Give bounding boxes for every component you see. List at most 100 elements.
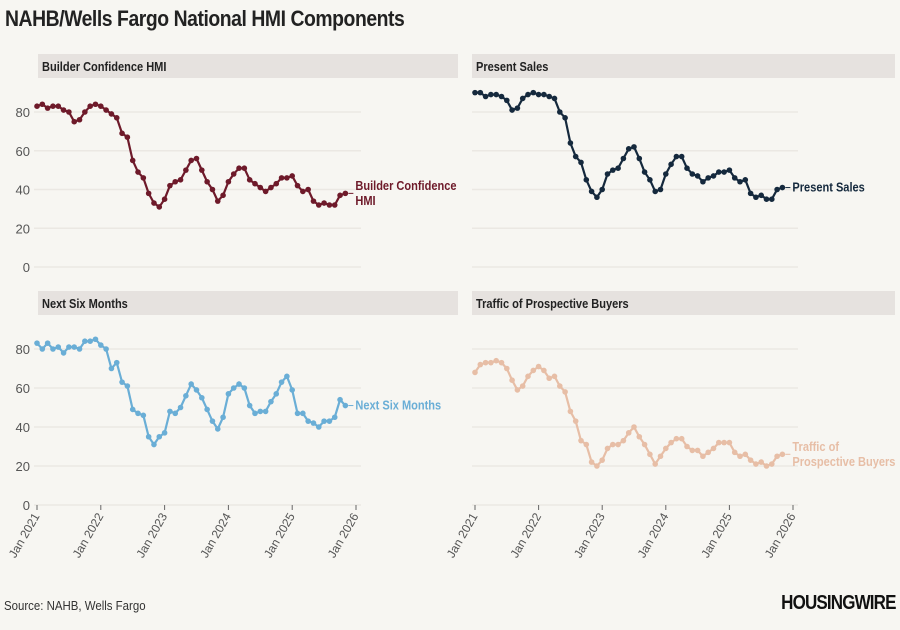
data-point xyxy=(50,346,56,352)
data-point xyxy=(731,449,738,456)
x-tick-label: Jan 2025 xyxy=(698,510,735,560)
data-point xyxy=(657,186,664,193)
y-tick-label: 0 xyxy=(23,260,30,275)
data-point xyxy=(315,202,322,208)
data-point xyxy=(103,107,109,113)
data-point xyxy=(684,443,690,450)
data-point xyxy=(652,461,658,467)
data-point xyxy=(567,408,574,415)
data-point xyxy=(257,184,264,191)
x-tick-label: Jan 2025 xyxy=(261,510,298,560)
data-point xyxy=(615,165,621,171)
x-tick-label: Jan 2023 xyxy=(133,510,170,560)
data-point xyxy=(177,404,184,411)
data-point xyxy=(477,361,484,368)
data-point xyxy=(588,459,595,465)
panel-0: Builder Confidence HMI 0 20 40 60 80 Builder C… xyxy=(16,54,458,275)
data-point xyxy=(225,178,232,185)
x-tick-label: Jan 2026 xyxy=(325,510,362,560)
data-point xyxy=(82,109,88,115)
data-point xyxy=(321,200,327,206)
data-point xyxy=(177,177,184,183)
panel-header-bar xyxy=(38,54,458,78)
panel-3: Traffic of Prospective Buyers Jan 2021 Jan… xyxy=(444,291,896,560)
data-point xyxy=(647,451,653,458)
series-line xyxy=(36,103,346,209)
data-point xyxy=(310,420,317,426)
y-tick-label: 60 xyxy=(16,144,30,159)
data-point xyxy=(76,346,83,352)
data-point xyxy=(641,441,648,448)
data-point xyxy=(753,194,759,201)
data-point xyxy=(135,410,141,417)
data-point xyxy=(551,373,558,380)
panel-2: Next Six Months 0 20 40 60 80 Jan 2021 Jan 2022… xyxy=(6,291,458,560)
data-point xyxy=(482,93,489,100)
data-point xyxy=(140,412,147,419)
data-point xyxy=(535,363,542,370)
data-point xyxy=(636,433,643,440)
data-point xyxy=(594,463,600,469)
data-point xyxy=(252,410,258,417)
data-point xyxy=(482,359,489,366)
data-point xyxy=(472,89,478,96)
data-point xyxy=(188,381,194,387)
data-point xyxy=(82,338,88,345)
data-point xyxy=(108,365,115,372)
data-point xyxy=(262,408,269,415)
data-point xyxy=(342,190,349,197)
data-point xyxy=(525,91,531,98)
data-point xyxy=(604,445,611,452)
data-point xyxy=(193,155,200,162)
data-point xyxy=(769,461,775,467)
data-point xyxy=(66,109,72,115)
data-point xyxy=(172,410,179,417)
data-point xyxy=(108,111,115,117)
x-tick-label: Jan 2023 xyxy=(571,510,608,560)
data-point xyxy=(268,398,274,405)
y-tick-label: 40 xyxy=(16,420,30,435)
chart-title: NAHB/Wells Fargo National HMI Components xyxy=(5,6,405,31)
data-point xyxy=(657,453,664,460)
data-point xyxy=(55,103,62,109)
data-point xyxy=(599,186,605,193)
series-label: Traffic of xyxy=(792,439,839,454)
data-point xyxy=(289,173,296,179)
data-point xyxy=(98,342,104,348)
data-point xyxy=(113,359,120,366)
data-point xyxy=(225,391,232,397)
y-tick-label: 20 xyxy=(16,459,30,474)
data-point xyxy=(498,359,505,366)
source-note: Source: NAHB, Wells Fargo xyxy=(4,598,146,613)
data-point xyxy=(140,175,147,181)
data-point xyxy=(710,445,717,452)
y-tick-label: 20 xyxy=(16,221,30,236)
data-point xyxy=(604,171,611,177)
data-point xyxy=(331,202,338,208)
data-point xyxy=(145,190,152,197)
data-point xyxy=(214,198,221,204)
data-point xyxy=(472,369,478,376)
data-point xyxy=(620,437,627,444)
data-point xyxy=(199,167,205,173)
data-point xyxy=(342,402,349,409)
data-point xyxy=(641,169,648,175)
data-point xyxy=(541,91,547,98)
data-point xyxy=(135,169,141,175)
data-point xyxy=(668,161,674,168)
data-point xyxy=(241,165,248,171)
data-point xyxy=(509,107,515,113)
data-point xyxy=(66,344,72,350)
data-point xyxy=(273,391,280,397)
data-point xyxy=(705,175,711,181)
data-point xyxy=(326,202,333,208)
data-point xyxy=(188,157,194,164)
data-point xyxy=(92,101,99,108)
data-point xyxy=(519,383,526,389)
data-point xyxy=(183,393,189,399)
panel-1: Present Sales Present Sales xyxy=(472,54,895,268)
data-point xyxy=(663,171,669,177)
data-point xyxy=(551,95,558,102)
data-point xyxy=(620,155,627,162)
data-point xyxy=(546,93,552,100)
